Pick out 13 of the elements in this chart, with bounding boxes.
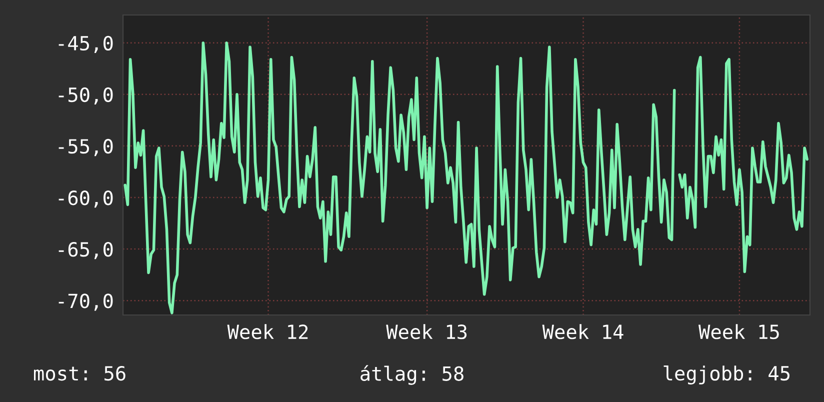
- x-tick-label: Week 14: [542, 324, 624, 340]
- text: átlag: 58: [360, 365, 464, 385]
- y-tick-label: -50,0: [58, 87, 113, 105]
- y-tick-label: -55,0: [58, 138, 113, 156]
- x-tick-label: Week 12: [227, 324, 308, 340]
- text: most: 56: [34, 366, 126, 381]
- y-tick-label: -60,0: [58, 190, 113, 208]
- y-tick-label: -45,0: [58, 36, 113, 53]
- y-tick-label: -65,0: [58, 242, 113, 260]
- x-tick-label: Week 15: [698, 324, 779, 340]
- x-tick-label: Week 13: [386, 324, 467, 340]
- text: legjobb: 45: [664, 365, 790, 385]
- y-tick-label: -70,0: [58, 294, 113, 311]
